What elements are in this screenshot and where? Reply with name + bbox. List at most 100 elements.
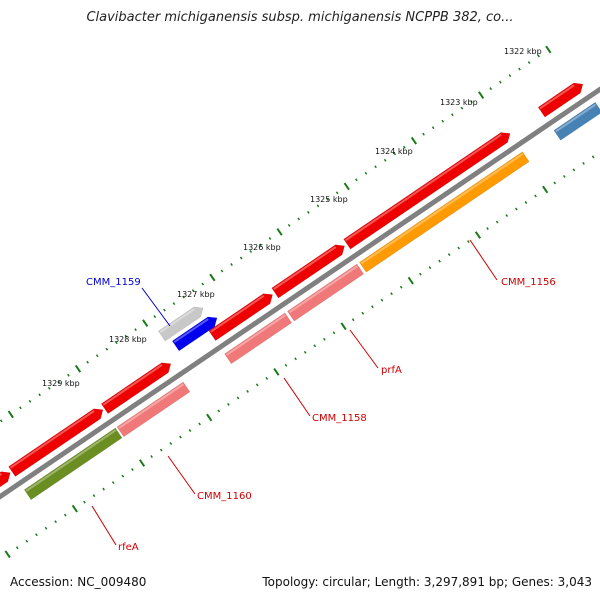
leader-cmm-1160 xyxy=(167,455,196,495)
ruler-tick xyxy=(431,126,435,130)
cds-cmm-1159-blue[interactable] xyxy=(171,316,218,352)
ruler-tick xyxy=(340,322,347,331)
gene-label-cmm-1158[interactable]: CMM_1158 xyxy=(312,413,367,424)
ruler-tick xyxy=(255,383,259,387)
ruler-tick xyxy=(0,419,3,423)
cds-rfea-fwd[interactable] xyxy=(8,408,104,477)
ruler-tick xyxy=(124,334,128,338)
ruler-tick xyxy=(273,367,280,376)
ruler-tick xyxy=(47,386,51,390)
ruler-tick xyxy=(25,539,29,543)
ruler-tick xyxy=(407,276,414,285)
ruler-tick xyxy=(335,191,339,195)
ruler-tick xyxy=(582,161,585,165)
ruler-tick xyxy=(28,399,32,403)
ruler-tick xyxy=(35,533,38,537)
ruler-tick xyxy=(527,61,531,65)
ruler-tick xyxy=(111,481,115,485)
tick-label-1327: 1327 kbp xyxy=(177,290,215,299)
ruler-tick xyxy=(326,197,329,201)
feature-cmm-1156[interactable] xyxy=(359,151,530,273)
cds-cmm-1155-fwd[interactable] xyxy=(537,82,584,118)
ruler-tick xyxy=(553,181,557,185)
ruler-tick xyxy=(236,396,240,400)
gene-highlight xyxy=(539,84,575,110)
ruler-tick xyxy=(284,363,288,367)
ruler-tick xyxy=(86,360,89,364)
cds-prfa-fwd[interactable] xyxy=(271,244,345,299)
ruler-tick xyxy=(169,442,173,445)
ruler-tick xyxy=(438,259,441,263)
cds-cmm-1159-gray[interactable] xyxy=(158,306,204,342)
ruler-tick xyxy=(393,152,397,156)
ruler-tick xyxy=(351,318,355,322)
leader-cmm-1159 xyxy=(141,287,171,327)
ruler-tick xyxy=(159,448,163,452)
ruler-tick xyxy=(19,406,22,410)
ruler-tick xyxy=(121,474,125,478)
ruler-tick xyxy=(518,67,521,71)
tick-label-1329: 1329 kbp xyxy=(42,379,80,388)
cds-cmm-1158-fwd[interactable] xyxy=(208,293,273,341)
ruler-tick xyxy=(246,389,249,393)
feature-rfea[interactable] xyxy=(23,427,123,501)
tick-label-1323: 1323 kbp xyxy=(440,98,478,107)
ruler-tick xyxy=(131,468,134,472)
gene-label-prfa[interactable]: prfA xyxy=(381,365,402,376)
gene-highlight xyxy=(360,153,524,265)
cds-cmm-1161-fwd[interactable] xyxy=(0,471,11,499)
ruler-tick xyxy=(371,305,374,309)
gene-label-cmm-1159[interactable]: CMM_1159 xyxy=(86,277,141,288)
ruler-tick xyxy=(179,435,182,439)
ruler-tick xyxy=(83,500,86,504)
ruler-tick xyxy=(419,272,422,276)
ruler-tick xyxy=(422,132,425,136)
gene-highlight xyxy=(273,246,337,290)
ruler-tick xyxy=(410,136,418,145)
cds-cmm-1160-fwd[interactable] xyxy=(100,362,172,414)
gene-label-cmm-1160[interactable]: CMM_1160 xyxy=(197,491,252,502)
ruler-tick xyxy=(115,341,118,345)
leader-cmm-1158 xyxy=(283,377,311,417)
ruler-tick xyxy=(447,253,451,257)
tick-label-1322: 1322 kbp xyxy=(504,47,542,56)
ruler-tick xyxy=(470,100,473,104)
ruler-tick xyxy=(259,243,262,247)
ruler-tick xyxy=(474,231,482,239)
ruler-tick xyxy=(297,217,301,221)
ruler-tick xyxy=(489,87,493,91)
ruler-tick xyxy=(15,546,19,550)
ruler-tick xyxy=(383,158,387,162)
ruler-tick xyxy=(460,106,464,110)
ruler-tick xyxy=(399,285,403,289)
gene-label-rfea[interactable]: rfeA xyxy=(118,542,139,553)
cds-cmm-1156-fwd[interactable] xyxy=(343,132,511,250)
ruler-tick xyxy=(217,409,221,413)
ruler-tick xyxy=(201,282,205,286)
ruler-tick xyxy=(499,80,502,84)
ruler-tick xyxy=(54,520,57,524)
ruler-tick xyxy=(441,119,445,123)
genome-backbone xyxy=(0,86,600,500)
gene-highlight xyxy=(159,308,195,334)
ruler-tick xyxy=(361,311,365,315)
ruler-tick xyxy=(591,155,595,159)
feature-cmm-1155[interactable] xyxy=(553,101,600,141)
feature-cmm-1158[interactable] xyxy=(224,312,293,365)
ruler-tick xyxy=(230,263,233,266)
gene-highlight xyxy=(102,364,163,406)
ruler-tick xyxy=(355,178,358,182)
tick-label-1328: 1328 kbp xyxy=(109,335,147,344)
gene-label-cmm-1156[interactable]: CMM_1156 xyxy=(501,277,556,288)
ruler-tick xyxy=(249,250,253,253)
gene-highlight xyxy=(225,314,286,356)
map-title: Clavibacter michiganensis subsp. michiga… xyxy=(86,10,514,25)
ruler-tick xyxy=(374,165,377,169)
feature-cmm-1160[interactable] xyxy=(116,381,191,438)
ruler-tick xyxy=(343,182,350,191)
gene-highlight xyxy=(118,383,185,429)
feature-prfa[interactable] xyxy=(287,263,365,322)
ruler-tick xyxy=(209,273,216,282)
ruler-tick xyxy=(276,228,283,236)
